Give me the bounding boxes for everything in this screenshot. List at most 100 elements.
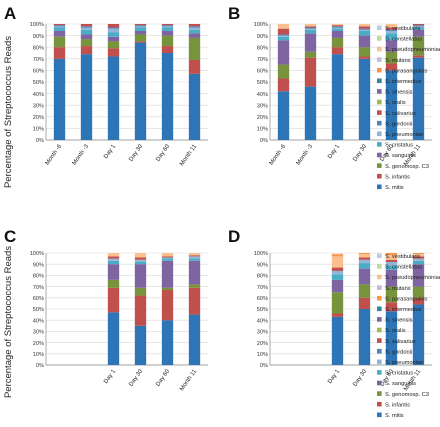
bar-segment [277, 78, 290, 92]
bar-segment [80, 27, 93, 30]
panel-B: B 0% 10% 20% 30% 40% 50% 60% 70% 80% 90% 100% Month … [228, 4, 432, 167]
bar-segment [188, 256, 201, 259]
bar-segment [358, 254, 371, 258]
legend-swatch [377, 89, 382, 94]
x-tick-label: Month -6 [45, 143, 64, 166]
legend-label: S. pneumoniae [385, 360, 423, 366]
y-tick-label: 100% [30, 251, 44, 257]
bar-segment [385, 63, 398, 71]
legend-swatch [377, 173, 382, 179]
legend-swatch [377, 163, 382, 168]
bar-segment [107, 253, 120, 257]
legend-label: S. intermedius [385, 79, 422, 85]
bar-segment [188, 26, 201, 28]
y-tick-label: 10% [257, 352, 268, 358]
y-tick-label: 0% [36, 363, 44, 369]
bar-segment [331, 27, 344, 29]
bar-segment [107, 312, 120, 365]
y-tick-label: 70% [257, 57, 268, 63]
bar-segment [161, 25, 174, 27]
bar-segment [358, 284, 371, 298]
y-tick-label: 90% [33, 262, 44, 268]
x-tick-label: Day 30 [352, 143, 368, 163]
bar-segment [188, 24, 201, 27]
y-tick-label: 70% [33, 57, 44, 63]
legend-swatch [377, 295, 382, 301]
y-tick-label: 30% [33, 103, 44, 109]
legend-label: S. infantis [385, 174, 410, 180]
bar-segment [134, 24, 147, 26]
x-tick-label: Day 30 [128, 368, 144, 388]
y-tick-label: 20% [33, 115, 44, 121]
bar-segment [107, 260, 120, 265]
legend-label: S. pneumoniae [385, 132, 423, 138]
bar-segment [358, 253, 371, 255]
bar-segment [107, 41, 120, 49]
bar-segment [134, 34, 147, 42]
x-tick-label: Day 1 [103, 143, 117, 160]
bar-segment [188, 33, 201, 38]
bar-segment [277, 36, 290, 41]
bar-segment [188, 284, 201, 288]
bar-segment [134, 264, 147, 288]
bar-segment [358, 268, 371, 285]
bar-segment [358, 58, 371, 140]
bar-segment [53, 47, 66, 59]
bar-segment [107, 279, 120, 288]
bar-segment [304, 86, 317, 140]
legend-swatch [377, 348, 382, 354]
bar-segment [161, 53, 174, 140]
y-tick-label: 80% [257, 45, 268, 51]
bar-segment [358, 47, 371, 57]
legend-label: S. mutans [385, 58, 411, 64]
bar-segment [161, 35, 174, 47]
panel-label: B [228, 4, 240, 23]
bar-segment [385, 30, 398, 34]
bar-segment [53, 26, 66, 28]
bar-segment [304, 26, 317, 28]
bar-segment [331, 254, 344, 257]
legend-label: S. parasanguinis [385, 68, 428, 74]
y-tick-label: 50% [33, 307, 44, 313]
y-tick-label: 100% [254, 251, 268, 257]
legend-label: S. mitis [385, 185, 404, 191]
legend-label: S. infantis [385, 402, 410, 408]
bar-segment [107, 48, 120, 57]
legend-swatch [377, 78, 382, 84]
bar-segment [304, 28, 317, 30]
bar-segment [134, 41, 147, 43]
legend-swatch [377, 306, 382, 312]
bar-segment [188, 258, 201, 261]
bar-segment [331, 274, 344, 280]
bar-segment [188, 253, 201, 256]
bar-segment [107, 256, 120, 259]
bar-segment [80, 24, 93, 27]
y-tick-label: 10% [33, 352, 44, 358]
bar-segment [134, 42, 147, 141]
legend-swatch [377, 253, 382, 259]
legend-swatch [377, 274, 382, 280]
bar-segment [331, 26, 344, 28]
bar-segment [385, 70, 398, 140]
bar-segment [80, 34, 93, 40]
y-tick-label: 30% [257, 330, 268, 336]
legend-label: S. vestibularis [385, 254, 421, 260]
y-tick-label: 70% [33, 285, 44, 291]
bar-segment [277, 35, 290, 37]
panels: A 0% 10% 20% 30% 40% 50% 60% 70% 80% 90% 100% Month … [4, 4, 432, 392]
bar-segment [188, 73, 201, 140]
bar-segment [304, 51, 317, 58]
legend-swatch [377, 152, 382, 158]
bar-segment [412, 258, 425, 261]
y-tick-label: 0% [260, 138, 268, 144]
legend-label: S. mitis [385, 413, 404, 419]
bar-segment [188, 314, 201, 365]
bar-segment [304, 27, 317, 29]
bar-segment [385, 265, 398, 270]
x-tick-label: Month -3 [72, 143, 91, 166]
bar-segment [331, 25, 344, 27]
bar-segment-remainder [331, 253, 344, 255]
y-tick-label: 40% [33, 92, 44, 98]
bar-segment [277, 64, 290, 79]
y-tick-label: 30% [33, 330, 44, 336]
